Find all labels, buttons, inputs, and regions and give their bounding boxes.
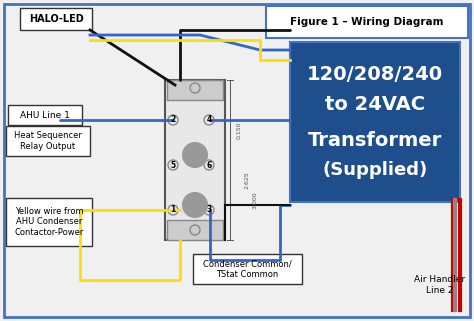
Text: 3: 3 (206, 205, 211, 214)
Text: Air Handler
Line 2: Air Handler Line 2 (414, 275, 465, 295)
Bar (167, 220, 223, 240)
Text: Heat Sequencer
Relay Output: Heat Sequencer Relay Output (14, 131, 82, 151)
Text: 5: 5 (171, 160, 175, 169)
FancyBboxPatch shape (8, 105, 82, 125)
Text: 6: 6 (206, 160, 211, 169)
FancyBboxPatch shape (193, 254, 302, 284)
Text: 0.150: 0.150 (237, 121, 241, 139)
Text: 2.625: 2.625 (245, 171, 249, 189)
Text: 2: 2 (170, 116, 176, 125)
Text: 120/208/240: 120/208/240 (307, 65, 443, 84)
Bar (165, 80, 225, 240)
FancyBboxPatch shape (290, 42, 460, 202)
Text: Condenser Common/
TStat Common: Condenser Common/ TStat Common (202, 259, 292, 279)
Text: Figure 1 – Wiring Diagram: Figure 1 – Wiring Diagram (290, 17, 444, 27)
Text: to 24VAC: to 24VAC (325, 96, 425, 115)
Text: (Supplied): (Supplied) (322, 161, 428, 179)
FancyBboxPatch shape (20, 8, 92, 30)
Text: 3.000: 3.000 (253, 191, 257, 209)
Text: 1: 1 (170, 205, 176, 214)
Text: Yellow wire from
AHU Condenser
Contactor-Power: Yellow wire from AHU Condenser Contactor… (14, 207, 84, 237)
FancyBboxPatch shape (266, 6, 468, 38)
FancyBboxPatch shape (6, 198, 92, 246)
FancyBboxPatch shape (6, 126, 90, 156)
Circle shape (183, 143, 207, 167)
Text: AHU Line 1: AHU Line 1 (20, 110, 70, 119)
FancyBboxPatch shape (4, 4, 470, 317)
Bar (167, 80, 223, 100)
Text: Transformer: Transformer (308, 131, 442, 150)
Text: 4: 4 (206, 116, 211, 125)
Circle shape (183, 193, 207, 217)
Text: HALO-LED: HALO-LED (28, 14, 83, 24)
